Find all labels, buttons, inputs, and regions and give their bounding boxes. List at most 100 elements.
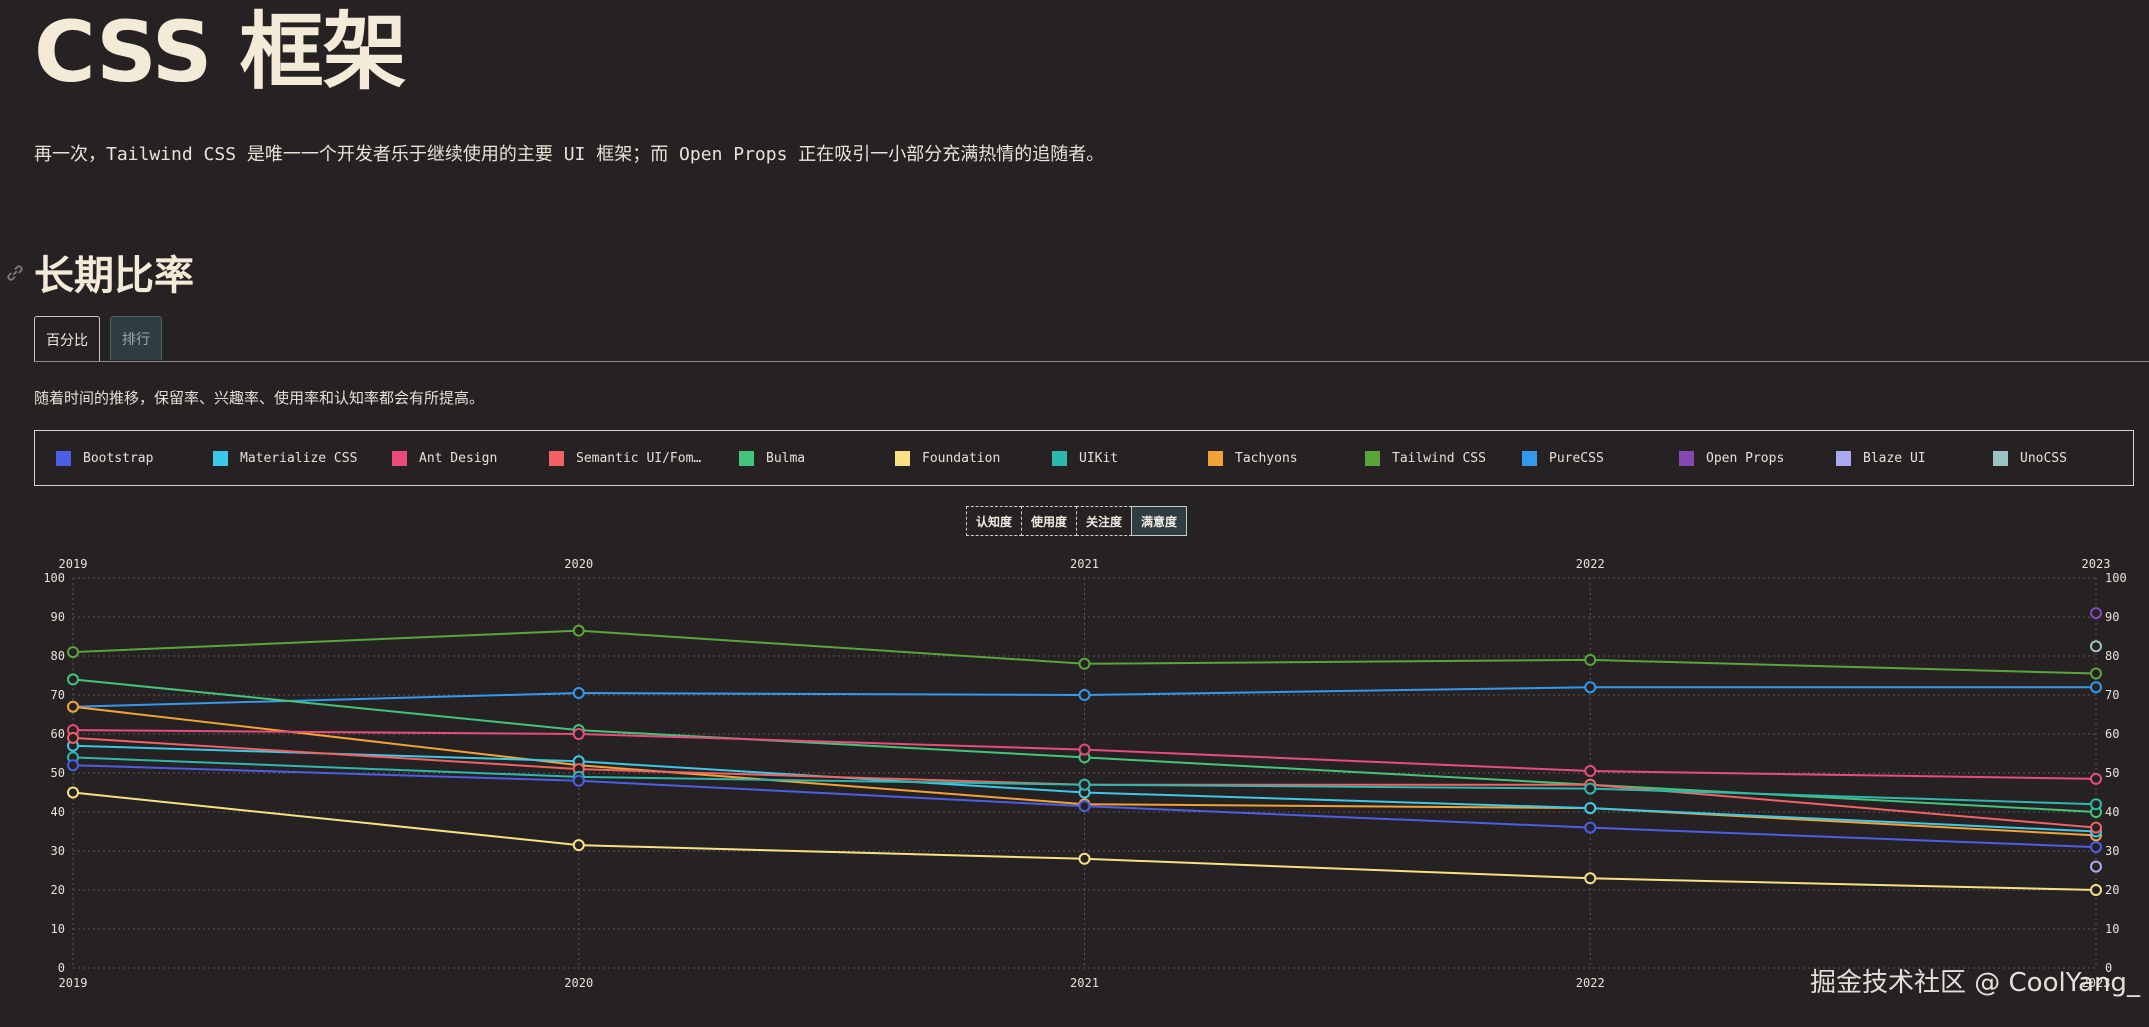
x-tick-label-bottom: 2023 bbox=[2082, 976, 2111, 990]
legend-item-foundation[interactable]: Foundation bbox=[895, 431, 1000, 485]
legend-item-ant-design[interactable]: Ant Design bbox=[392, 431, 497, 485]
data-point-bootstrap bbox=[572, 774, 585, 787]
legend-label: UIKit bbox=[1079, 450, 1119, 466]
y-tick-label-right: 90 bbox=[2105, 610, 2119, 624]
data-point-foundation bbox=[572, 839, 585, 852]
x-tick-label-top: 2020 bbox=[564, 557, 593, 571]
y-tick-label-right: 10 bbox=[2105, 922, 2119, 936]
y-tick-label-left: 0 bbox=[58, 961, 65, 975]
chart-description: 随着时间的推移，保留率、兴趣率、使用率和认知率都会有所提高。 bbox=[34, 389, 485, 407]
tab-percentage[interactable]: 百分比 bbox=[34, 316, 100, 362]
chart-series bbox=[67, 607, 2102, 896]
data-point-tachyons bbox=[67, 700, 79, 713]
legend-label: Blaze UI bbox=[1863, 450, 1926, 466]
legend-label: Ant Design bbox=[419, 450, 498, 466]
y-tick-label-right: 70 bbox=[2105, 688, 2119, 702]
legend-item-blaze-ui[interactable]: Blaze UI bbox=[1836, 431, 1926, 485]
x-tick-label-top: 2022 bbox=[1576, 557, 1605, 571]
section-title: 长期比率 bbox=[34, 253, 194, 299]
legend-swatch bbox=[1836, 450, 1851, 466]
y-tick-label-left: 50 bbox=[51, 766, 65, 780]
y-tick-label-right: 100 bbox=[2105, 571, 2127, 585]
legend-swatch bbox=[895, 450, 910, 466]
legend-label: UnoCSS bbox=[2020, 450, 2067, 466]
legend-swatch bbox=[1522, 450, 1537, 466]
legend-swatch bbox=[213, 450, 228, 466]
data-point-tailwind-css bbox=[1584, 653, 1597, 666]
tab-divider bbox=[34, 361, 2149, 362]
link-icon[interactable] bbox=[4, 262, 26, 284]
legend-item-uikit[interactable]: UIKit bbox=[1052, 431, 1118, 485]
data-point-materialize-css bbox=[1584, 802, 1597, 815]
y-tick-label-right: 20 bbox=[2105, 883, 2119, 897]
data-point-tailwind-css bbox=[2090, 667, 2102, 680]
data-point-bootstrap bbox=[2090, 841, 2102, 854]
legend-label: Bootstrap bbox=[83, 450, 154, 466]
legend-label: PureCSS bbox=[1549, 450, 1604, 466]
watermark: 掘金技术社区 @ CoolYang_ bbox=[1810, 968, 2140, 998]
legend-swatch bbox=[739, 450, 754, 466]
y-tick-label-right: 0 bbox=[2105, 961, 2112, 975]
y-tick-label-left: 60 bbox=[51, 727, 65, 741]
data-point-tailwind-css bbox=[67, 646, 79, 659]
legend-swatch bbox=[1365, 450, 1380, 466]
legend-swatch bbox=[1052, 450, 1067, 466]
tab-bar: 百分比 排行 bbox=[34, 316, 162, 362]
tab-ranking[interactable]: 排行 bbox=[110, 316, 162, 360]
y-tick-label-right: 40 bbox=[2105, 805, 2119, 819]
x-tick-label-bottom: 2021 bbox=[1070, 976, 1099, 990]
data-point-foundation bbox=[67, 786, 79, 799]
legend-label: Materialize CSS bbox=[240, 450, 358, 466]
x-tick-label-bottom: 2019 bbox=[59, 976, 88, 990]
legend-swatch bbox=[56, 450, 71, 466]
y-tick-label-left: 30 bbox=[51, 844, 65, 858]
metric-button-interest[interactable]: 关注度 bbox=[1076, 506, 1133, 536]
data-point-purecss bbox=[572, 687, 585, 700]
data-point-purecss bbox=[1584, 681, 1597, 694]
legend-item-tailwind[interactable]: Tailwind CSS bbox=[1365, 431, 1486, 485]
series-line-tachyons bbox=[72, 705, 2097, 837]
data-point-foundation bbox=[1584, 872, 1597, 885]
metric-button-usage[interactable]: 使用度 bbox=[1021, 506, 1078, 536]
data-point-purecss bbox=[2090, 681, 2102, 694]
legend-item-bootstrap[interactable]: Bootstrap bbox=[56, 431, 153, 485]
legend-swatch bbox=[1993, 450, 2008, 466]
legend-item-bulma[interactable]: Bulma bbox=[739, 431, 805, 485]
data-point-ant-design bbox=[1584, 765, 1597, 778]
data-point-uikit bbox=[1584, 782, 1597, 795]
x-tick-label-top: 2021 bbox=[1070, 557, 1099, 571]
y-tick-label-right: 50 bbox=[2105, 766, 2119, 780]
metric-button-awareness[interactable]: 认知度 bbox=[966, 506, 1023, 536]
legend-label: Tailwind CSS bbox=[1392, 450, 1486, 466]
legend-item-open-props[interactable]: Open Props bbox=[1679, 431, 1784, 485]
legend-swatch bbox=[549, 450, 564, 466]
legend-item-semantic-ui[interactable]: Semantic UI/Fom… bbox=[549, 431, 701, 485]
y-tick-label-right: 80 bbox=[2105, 649, 2119, 663]
legend-label: Open Props bbox=[1706, 450, 1785, 466]
legend-item-purecss[interactable]: PureCSS bbox=[1522, 431, 1604, 485]
metric-button-satisfaction[interactable]: 满意度 bbox=[1131, 506, 1188, 536]
legend-item-unocss[interactable]: UnoCSS bbox=[1993, 431, 2067, 485]
data-point-ant-design bbox=[572, 728, 585, 740]
legend-swatch bbox=[1679, 450, 1694, 466]
legend-label: Foundation bbox=[922, 450, 1001, 466]
y-tick-label-left: 80 bbox=[51, 649, 65, 663]
data-point-open-props bbox=[2090, 607, 2102, 620]
legend: Bootstrap Materialize CSS Ant Design Sem… bbox=[34, 430, 2134, 486]
y-tick-label-left: 40 bbox=[51, 805, 65, 819]
x-tick-label-bottom: 2020 bbox=[564, 976, 593, 990]
data-point-uikit bbox=[1078, 778, 1091, 791]
legend-item-tachyons[interactable]: Tachyons bbox=[1208, 431, 1298, 485]
data-point-ant-design bbox=[1078, 743, 1091, 756]
data-point-purecss bbox=[1078, 689, 1091, 701]
x-tick-label-top: 2019 bbox=[59, 557, 88, 571]
y-tick-label-left: 100 bbox=[43, 571, 65, 585]
data-point-bootstrap bbox=[1584, 821, 1597, 834]
chart-grid bbox=[72, 577, 2097, 969]
data-point-semantic-ui-fom bbox=[67, 731, 79, 744]
y-tick-label-left: 70 bbox=[51, 688, 65, 702]
legend-item-materialize[interactable]: Materialize CSS bbox=[213, 431, 357, 485]
x-tick-label-top: 2023 bbox=[2082, 557, 2111, 571]
